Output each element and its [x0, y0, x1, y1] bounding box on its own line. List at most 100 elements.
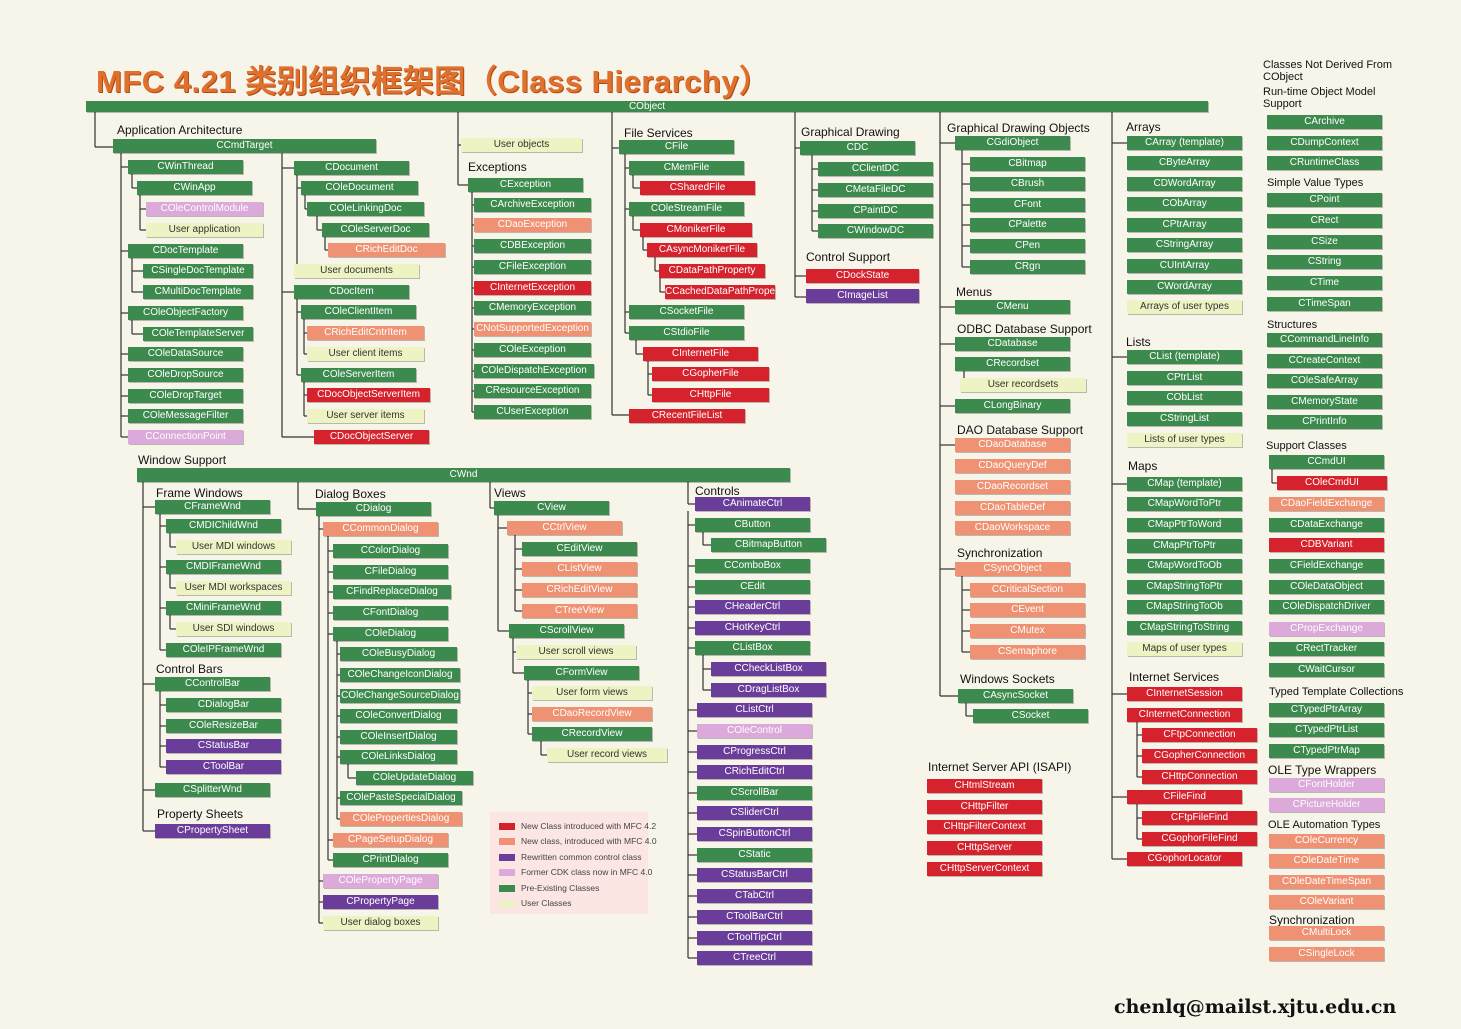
- section-header-property-sheets: Property Sheets: [157, 807, 244, 821]
- section-header-ole-automation-types: OLE Automation Types: [1268, 819, 1381, 831]
- class-box-user-sdi-windows: User SDI windows: [176, 622, 291, 636]
- class-box-cdaoquerydef: CDaoQueryDef: [955, 459, 1070, 473]
- legend-item-existing: Pre-Existing Classes: [499, 883, 599, 896]
- class-box-canimatectrl: CAnimateCtrl: [695, 497, 810, 511]
- class-box-cwindowdc: CWindowDC: [818, 224, 933, 238]
- section-header-frame-windows: Frame Windows: [156, 486, 243, 500]
- class-box-cmapstringtoob: CMapStringToOb: [1127, 600, 1242, 614]
- class-box-cdatabase: CDatabase: [955, 337, 1070, 351]
- class-box-coledispatchdriver: COleDispatchDriver: [1269, 600, 1384, 614]
- legend-label: New class, introduced with MFC 4.0: [521, 836, 657, 846]
- legend-label: Former CDK class now in MFC 4.0: [521, 867, 653, 877]
- class-box-cmapwordtoob: CMapWordToOb: [1127, 559, 1242, 573]
- class-box-ctreeview: CTreeView: [522, 604, 637, 618]
- class-box-cmonikerfile: CMonikerFile: [640, 223, 752, 237]
- class-box-cformview: CFormView: [524, 666, 639, 680]
- class-box-cfontdialog: CFontDialog: [333, 606, 448, 620]
- legend-swatch: [499, 885, 515, 893]
- class-box-user-record-views: User record views: [547, 748, 667, 762]
- class-box-cdaotabledef: CDaoTableDef: [955, 501, 1070, 515]
- class-box-maps-of-user-types: Maps of user types: [1127, 642, 1242, 656]
- class-box-cstring: CString: [1267, 255, 1382, 269]
- class-box-csliderctrl: CSliderCtrl: [697, 806, 812, 820]
- class-box-cdocitem: CDocItem: [294, 285, 409, 299]
- class-box-colecmdui: COleCmdUI: [1277, 476, 1387, 490]
- class-box-cmetafiledc: CMetaFileDC: [818, 183, 933, 197]
- legend-label: Pre-Existing Classes: [521, 883, 600, 893]
- class-box-crecordview: CRecordView: [532, 727, 652, 741]
- class-box-crecordset: CRecordset: [955, 357, 1070, 371]
- class-box-coleinsertdialog: COleInsertDialog: [340, 730, 457, 744]
- class-box-cdwordarray: CDWordArray: [1127, 177, 1242, 191]
- class-box-cwnd: CWnd: [137, 468, 790, 482]
- class-box-coledocument: COleDocument: [301, 181, 418, 195]
- class-box-coleexception: COleException: [474, 343, 591, 357]
- class-box-crecentfilelist: CRecentFileList: [629, 409, 745, 423]
- section-header-odbc-database-support: ODBC Database Support: [957, 322, 1092, 336]
- class-box-cmultilock: CMultiLock: [1269, 926, 1384, 940]
- class-box-cstdiofile: CStdioFile: [629, 326, 744, 340]
- class-box-crect: CRect: [1267, 214, 1382, 228]
- section-header-window-support: Window Support: [138, 453, 227, 467]
- class-box-colepastespecialdialog: COlePasteSpecialDialog: [340, 791, 462, 805]
- class-box-cframewnd: CFrameWnd: [155, 500, 270, 514]
- section-header-dao-database-support: DAO Database Support: [957, 423, 1084, 437]
- class-box-colepropertiesdialog: COlePropertiesDialog: [340, 812, 462, 826]
- class-box-cfiledialog: CFileDialog: [333, 565, 448, 579]
- class-box-cptrarray: CPtrArray: [1127, 218, 1242, 232]
- class-box-ccolordialog: CColorDialog: [333, 544, 448, 558]
- class-box-clist-template: CList (template): [1127, 350, 1242, 364]
- class-box-cpen: CPen: [970, 239, 1085, 253]
- class-box-cbrush: CBrush: [970, 177, 1085, 191]
- class-box-colemessagefilter: COleMessageFilter: [128, 409, 243, 423]
- class-box-cdocobjectserver: CDocObjectServer: [314, 430, 429, 444]
- class-box-chotkeyctrl: CHotKeyCtrl: [695, 621, 810, 635]
- class-box-cpoint: CPoint: [1267, 193, 1382, 207]
- class-box-cricheditview: CRichEditView: [522, 583, 637, 597]
- class-box-coleipframewnd: COleIPFrameWnd: [166, 643, 281, 657]
- class-box-lists-of-user-types: Lists of user types: [1127, 433, 1242, 447]
- class-box-cnotsupportedexception: CNotSupportedException: [474, 322, 591, 336]
- class-box-cdataexchange: CDataExchange: [1269, 518, 1384, 532]
- class-box-user-application: User application: [146, 223, 263, 237]
- class-box-colecontrol: COleControl: [697, 724, 812, 738]
- class-box-coleserverdoc: COleServerDoc: [322, 223, 429, 237]
- class-box-cgopherfile: CGopherFile: [652, 367, 769, 381]
- section-header-application-architecture: Application Architecture: [117, 123, 243, 137]
- class-box-colevariant: COleVariant: [1269, 895, 1384, 909]
- class-box-cwinthread: CWinThread: [128, 160, 243, 174]
- class-box-cinternetsession: CInternetSession: [1127, 687, 1242, 701]
- class-box-cscrollview: CScrollView: [509, 624, 624, 638]
- class-box-cbutton: CButton: [695, 518, 810, 532]
- footer-email: chenlq@mailst.xjtu.edu.cn: [1114, 996, 1397, 1018]
- class-box-user-dialog-boxes: User dialog boxes: [323, 916, 438, 930]
- class-box-chttpfilter: CHttpFilter: [927, 800, 1042, 814]
- class-box-carchiveexception: CArchiveException: [474, 198, 591, 212]
- class-box-cfieldexchange: CFieldExchange: [1269, 559, 1384, 573]
- class-box-coleserveritem: COleServerItem: [301, 368, 416, 382]
- class-box-csplitterwnd: CSplitterWnd: [155, 783, 270, 797]
- class-box-cmapptrtoptr: CMapPtrToPtr: [1127, 539, 1242, 553]
- class-box-chttpserver: CHttpServer: [927, 841, 1042, 855]
- class-box-coletemplateserver: COleTemplateServer: [143, 327, 253, 341]
- class-box-cgophorlocator: CGophorLocator: [1127, 852, 1242, 866]
- class-box-cexception: CException: [468, 178, 583, 192]
- class-box-cmutex: CMutex: [970, 624, 1085, 638]
- class-box-coledialog: COleDialog: [333, 627, 448, 641]
- section-header-internet-server-api-isapi: Internet Server API (ISAPI): [928, 760, 1072, 774]
- section-header-synchronization: Synchronization: [1269, 913, 1355, 927]
- class-box-cdockstate: CDockState: [806, 269, 919, 283]
- class-box-colechangesourcedialog: COleChangeSourceDialog: [340, 689, 460, 703]
- class-box-user-scroll-views: User scroll views: [516, 645, 636, 659]
- class-box-chttpfile: CHttpFile: [652, 388, 769, 402]
- section-header-views: Views: [494, 486, 526, 500]
- class-box-cruntimeclass: CRuntimeClass: [1267, 156, 1382, 170]
- class-box-coledataobject: COleDataObject: [1269, 580, 1384, 594]
- section-header-internet-services: Internet Services: [1129, 670, 1220, 684]
- class-box-cdaorecordset: CDaoRecordset: [955, 480, 1070, 494]
- class-box-coledatetimespan: COleDateTimeSpan: [1269, 875, 1384, 889]
- class-box-cstatusbarctrl: CStatusBarCtrl: [697, 868, 812, 882]
- class-box-cbitmapbutton: CBitmapButton: [711, 538, 826, 552]
- class-box-ctreectrl: CTreeCtrl: [697, 951, 812, 965]
- class-box-cgopherconnection: CGopherConnection: [1142, 749, 1257, 763]
